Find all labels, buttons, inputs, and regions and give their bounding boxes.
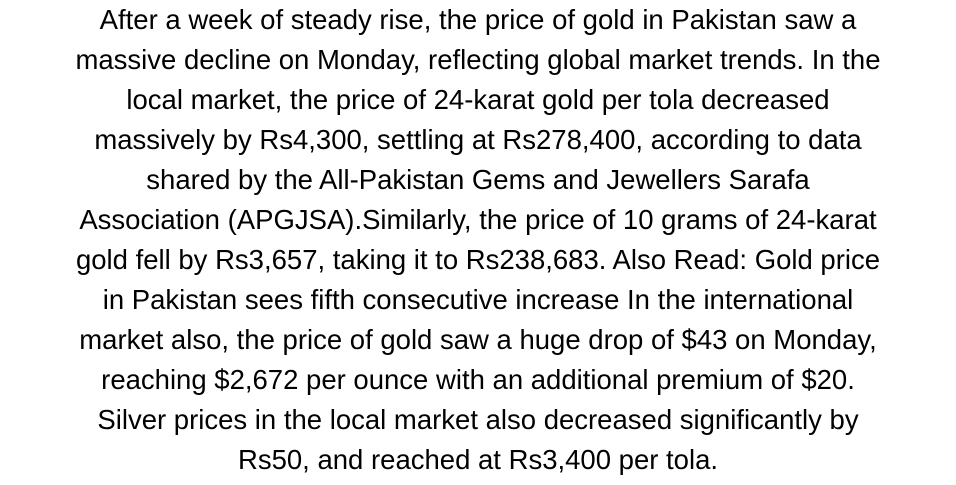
article-line: local market, the price of 24-karat gold… xyxy=(126,84,830,115)
article-line: massively by Rs4,300, settling at Rs278,… xyxy=(94,124,862,155)
article-line: reaching $2,672 per ounce with an additi… xyxy=(101,364,855,395)
article-line: shared by the All-Pakistan Gems and Jewe… xyxy=(146,164,810,195)
article-line: market also, the price of gold saw a hug… xyxy=(79,324,877,355)
article-body: After a week of steady rise, the price o… xyxy=(8,0,948,480)
article-line: gold fell by Rs3,657, taking it to Rs238… xyxy=(75,244,881,275)
article-line: in Pakistan sees fifth consecutive incre… xyxy=(102,284,854,315)
article-line: Rs50, and reached at Rs3,400 per tola. xyxy=(237,444,719,475)
article-line: Association (APGJSA).Similarly, the pric… xyxy=(79,204,877,235)
article-line: massive decline on Monday, reflecting gl… xyxy=(75,44,881,75)
article-line: Silver prices in the local market also d… xyxy=(97,404,859,435)
article-line: After a week of steady rise, the price o… xyxy=(99,4,857,35)
